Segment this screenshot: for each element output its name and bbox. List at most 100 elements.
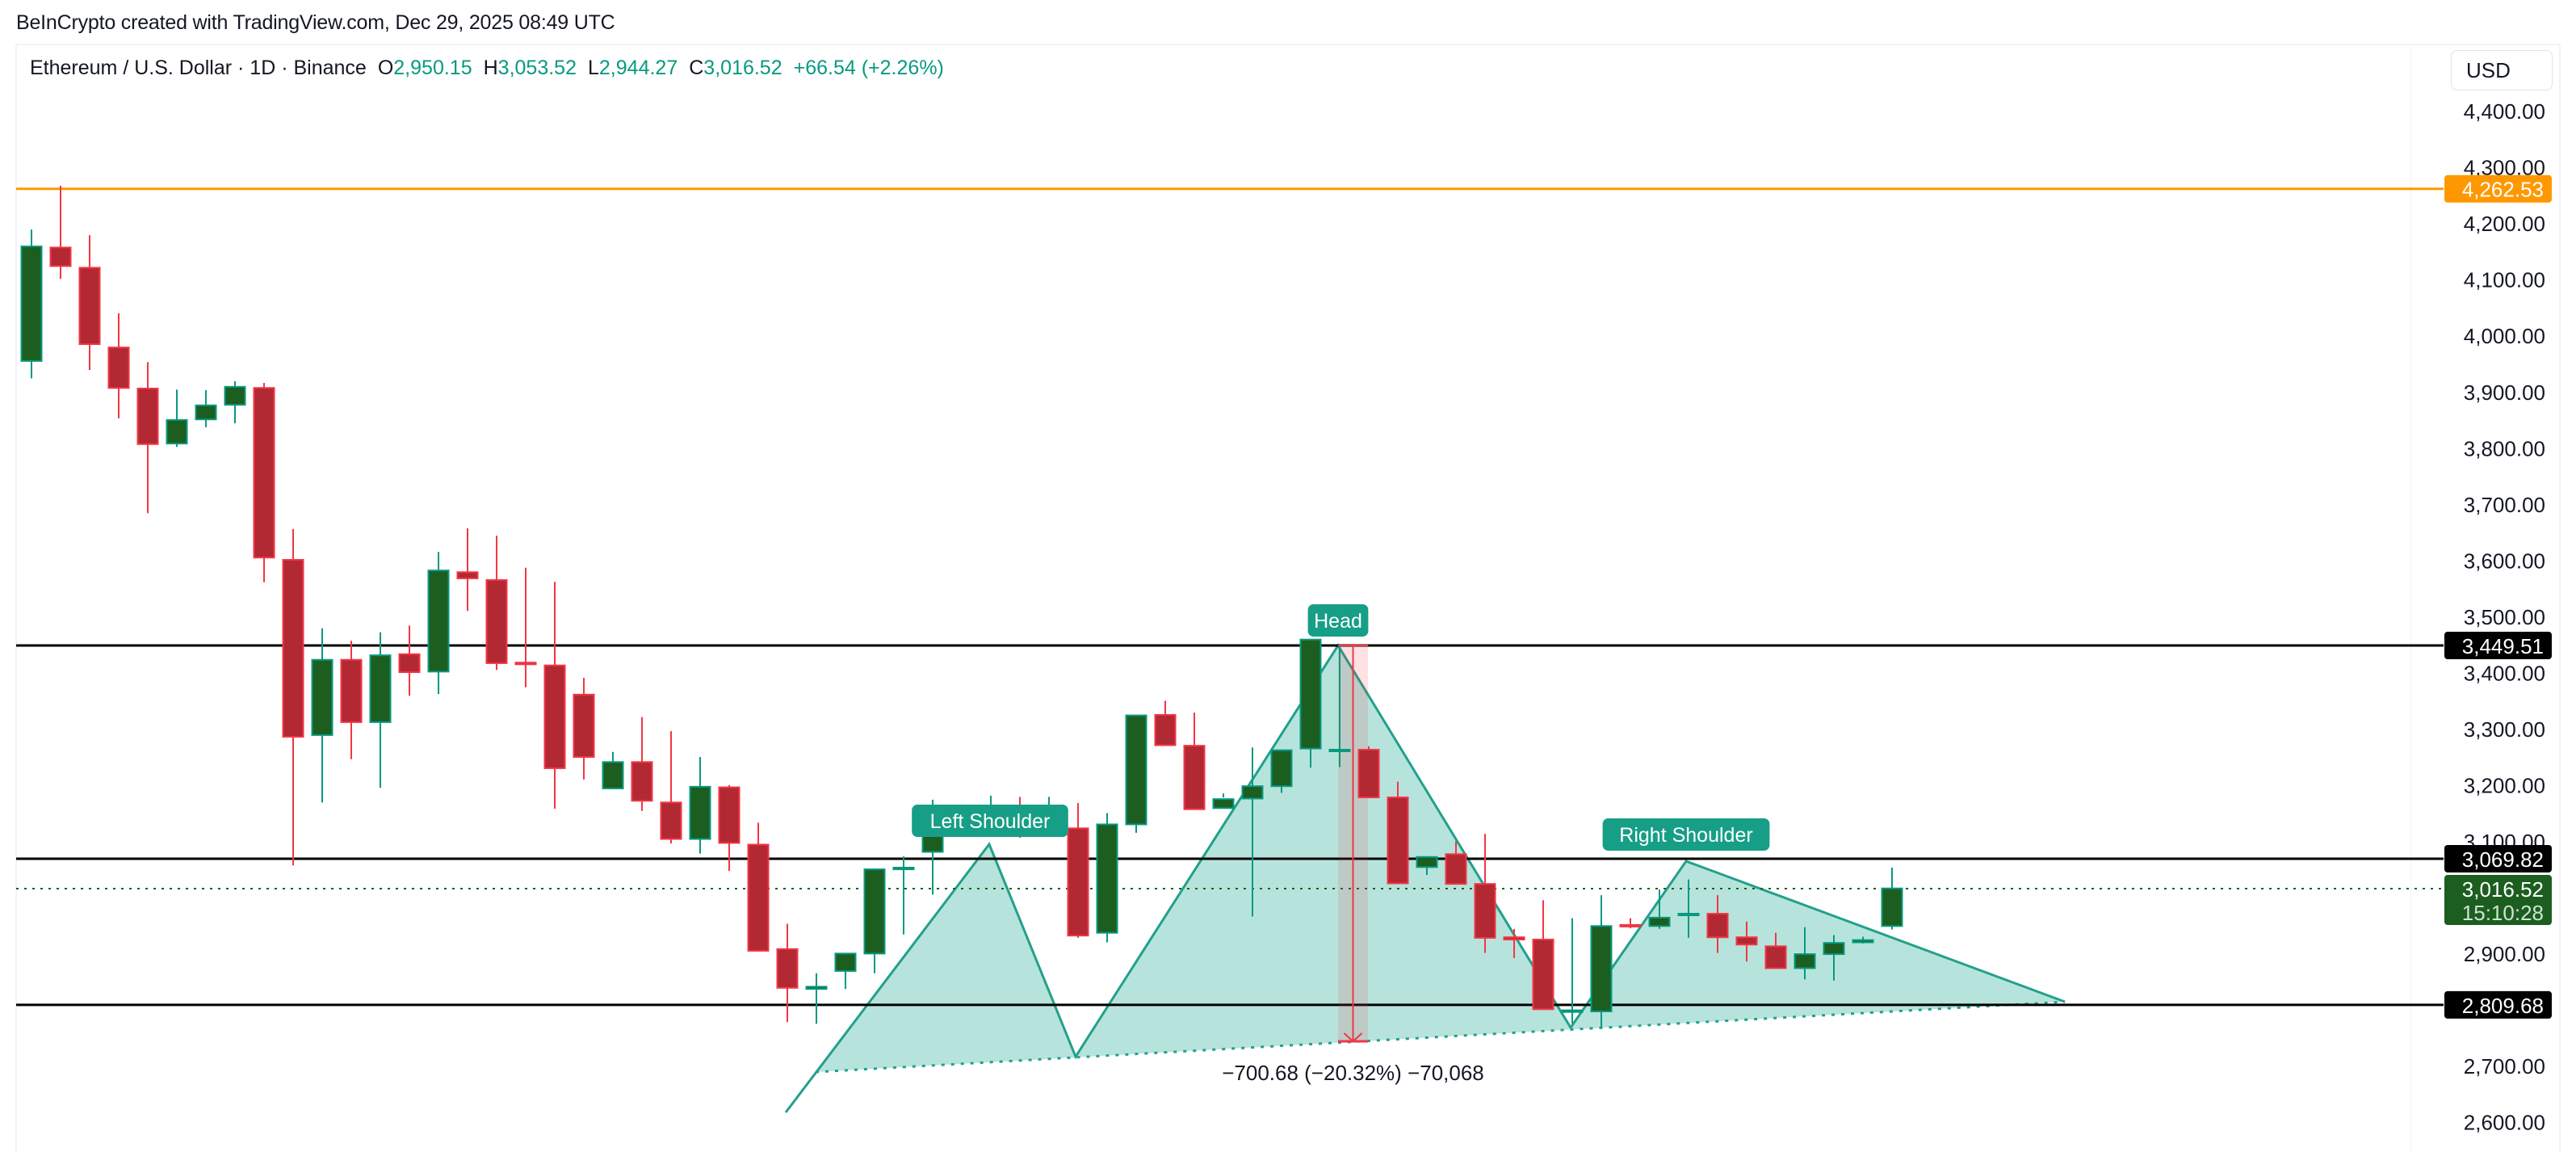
candle <box>311 628 334 803</box>
candle <box>1154 700 1177 746</box>
candle <box>1619 918 1642 929</box>
candle <box>892 856 915 935</box>
candle-body <box>1735 936 1758 946</box>
axis-tick-label: 4,100.00 <box>2464 268 2545 292</box>
candle <box>1503 928 1525 958</box>
candle-body <box>340 658 363 723</box>
candle-body <box>1299 638 1322 750</box>
candle <box>1764 932 1787 969</box>
candle-body <box>1648 916 1671 927</box>
pattern-fill <box>786 645 2065 1112</box>
candle <box>398 625 421 696</box>
candle-body <box>573 693 595 759</box>
candle-body <box>20 245 43 362</box>
candle-body <box>398 653 421 674</box>
candle <box>1328 645 1351 767</box>
candle-body <box>1561 1009 1584 1013</box>
candle <box>1561 918 1584 1024</box>
label-text: Right Shoulder <box>1619 824 1752 847</box>
candle-body <box>78 267 101 345</box>
candle-body <box>631 761 653 802</box>
candle <box>1125 714 1147 833</box>
pattern-label: Head <box>1307 604 1369 637</box>
candle-body <box>1823 942 1845 956</box>
head-shoulders-pattern <box>784 643 2066 1113</box>
candle <box>1270 749 1293 793</box>
arrow-head-icon <box>1343 1032 1363 1043</box>
candle <box>1096 813 1118 943</box>
axis-tick-label: 3,900.00 <box>2464 380 2545 405</box>
candle-body <box>107 347 130 389</box>
label-text: Head <box>1314 610 1362 633</box>
label-badge <box>912 805 1068 837</box>
currency-button[interactable]: USD <box>2451 50 2553 90</box>
candle <box>224 380 246 424</box>
axis-tick-label: 3,200.00 <box>2464 773 2545 797</box>
candle-body <box>485 579 508 664</box>
price-tag-bg <box>2444 990 2552 1019</box>
axis-tick-label: 4,400.00 <box>2464 99 2545 124</box>
candlestick-series <box>20 185 1903 1028</box>
level-price-tag[interactable]: 2,809.68 <box>2444 990 2552 1019</box>
candle-body <box>892 866 915 871</box>
symbol-title[interactable]: Ethereum / U.S. Dollar · 1D · Binance <box>30 57 367 79</box>
candle-body <box>369 654 392 723</box>
price-tag-bg <box>2444 844 2552 872</box>
level-price-tag[interactable]: 4,262.53 <box>2444 174 2552 203</box>
candle <box>631 717 653 811</box>
candle <box>20 229 43 379</box>
price-tag-bg <box>2444 875 2552 926</box>
horizontal-levels <box>16 187 2444 1007</box>
low-value: 2,944.27 <box>598 57 678 79</box>
candle-body <box>776 948 799 989</box>
candle-body <box>427 570 450 673</box>
change-value: +66.54 (+2.26%) <box>793 57 944 79</box>
level-price-tag[interactable]: 3,449.51 <box>2444 632 2552 659</box>
close-label: C <box>689 57 704 79</box>
level-price-tag[interactable]: 3,069.82 <box>2444 844 2552 872</box>
label-text: Left Shoulder <box>930 810 1051 833</box>
candle <box>253 382 275 582</box>
high-value: 3,053.52 <box>497 57 577 79</box>
candle-body <box>1503 936 1525 940</box>
candle <box>456 528 479 612</box>
candle <box>1387 781 1409 885</box>
candle <box>1677 879 1700 938</box>
close-value: 3,016.52 <box>703 57 782 79</box>
candle <box>834 952 857 990</box>
axis-tick-label: 4,200.00 <box>2464 212 2545 236</box>
candle <box>805 973 828 1024</box>
candle <box>1067 803 1089 938</box>
axis-tick-label: 2,700.00 <box>2464 1054 2545 1078</box>
chart-frame <box>15 44 2561 1152</box>
candle-body <box>311 658 334 736</box>
measure-label: −700.68 (−20.32%) −70,068 <box>1222 1061 1484 1085</box>
candle-body <box>1328 748 1351 752</box>
candle-body <box>49 246 72 267</box>
candle-body <box>1241 785 1264 800</box>
pattern-label: Right Shoulder <box>1602 818 1770 851</box>
candle <box>660 731 682 844</box>
price-tag-text: 3,449.51 <box>2462 634 2544 658</box>
axis-tick-label: 2,900.00 <box>2464 942 2545 966</box>
candle <box>1183 713 1206 810</box>
candle <box>136 362 159 514</box>
candle-body <box>1154 713 1177 746</box>
candle <box>602 751 624 789</box>
price-axis[interactable]: 4,400.004,300.004,200.004,100.004,000.00… <box>2444 99 2552 1135</box>
price-tag-text: 3,069.82 <box>2462 847 2544 872</box>
candle-body <box>602 761 624 789</box>
price-tag-text: 2,809.68 <box>2462 994 2544 1018</box>
candle-body <box>863 868 886 955</box>
candle <box>1794 927 1816 980</box>
candle-body <box>1619 923 1642 927</box>
candle-body <box>224 385 246 406</box>
axis-tick-label: 3,500.00 <box>2464 605 2545 629</box>
candle <box>1706 895 1729 953</box>
candle <box>1416 856 1438 876</box>
candle <box>282 528 304 866</box>
candle <box>514 567 537 687</box>
candle-body <box>253 387 275 559</box>
